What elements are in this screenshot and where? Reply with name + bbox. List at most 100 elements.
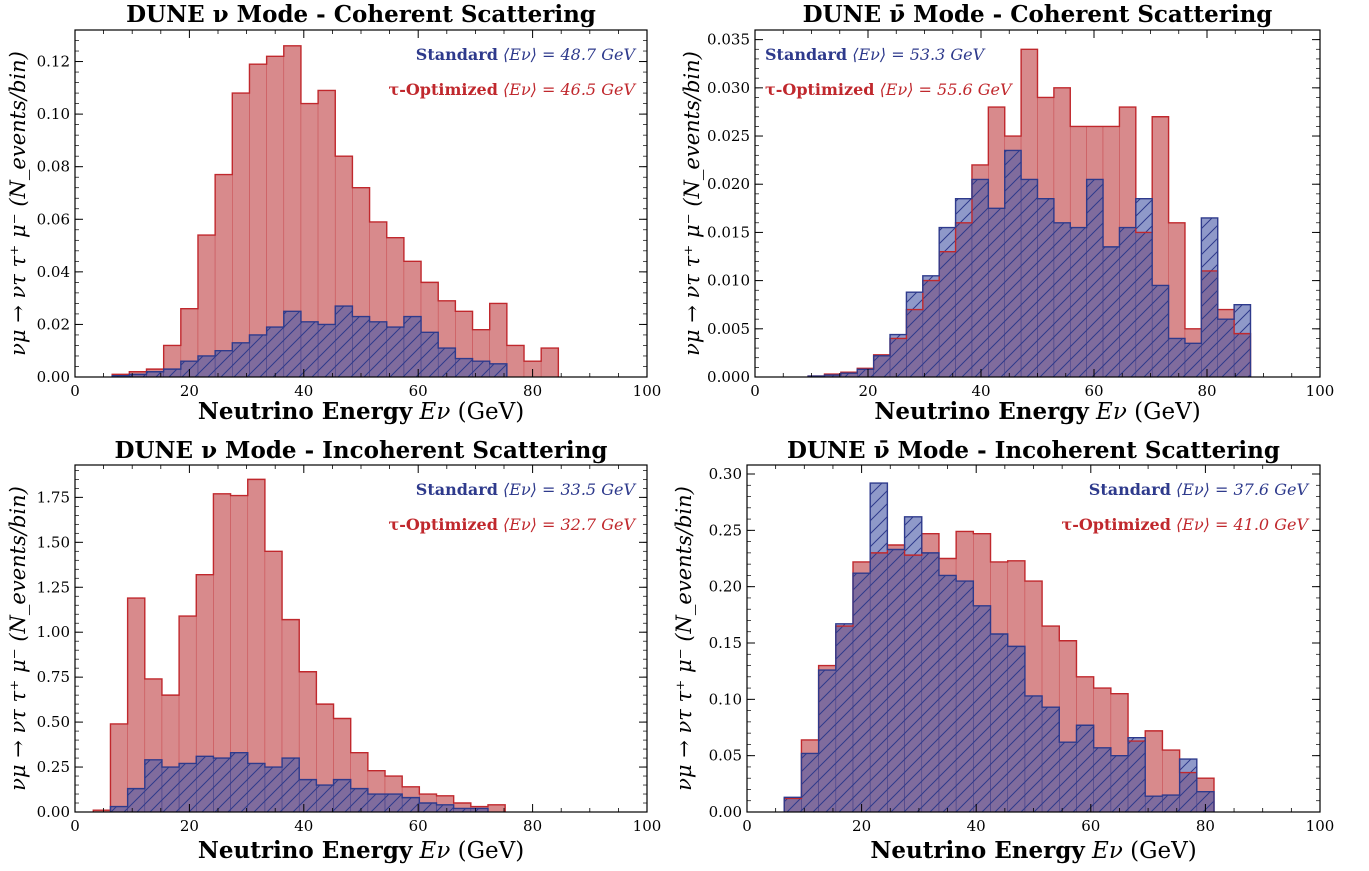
bar-standard-hatch <box>352 316 370 378</box>
x-tick-label: 60 <box>1084 382 1103 400</box>
chart-title: DUNE ν Mode - Incoherent Scattering <box>115 437 608 464</box>
y-tick-label: 0.30 <box>709 465 742 483</box>
y-tick-label: 0.15 <box>709 634 742 652</box>
bar-optimized <box>487 804 506 813</box>
bar-standard-hatch <box>127 788 146 813</box>
bar-standard-hatch <box>1151 285 1169 378</box>
bar-standard-hatch <box>1093 747 1112 813</box>
legend-optimized: τ-Optimized ⟨Eν⟩ = 46.5 GeV <box>388 80 636 99</box>
legend-standard-name: Standard <box>416 45 498 64</box>
bar-standard-hatch <box>988 208 1005 378</box>
bar-standard-hatch <box>818 669 837 813</box>
x-tick-label: 40 <box>294 817 313 835</box>
chart-panel-1: 0 20 40 60 80 100 0.00 0.02 0.04 0.06 0.08 0.10 0.12… <box>6 1 661 425</box>
legend-standard: Standard ⟨Eν⟩ = 48.7 GeV <box>416 45 637 64</box>
bar-standard-hatch <box>955 580 974 813</box>
step-outline-optimized <box>111 45 560 377</box>
x-tick-label: 60 <box>409 382 428 400</box>
y-axis-label: νμ → ντ τ⁺ μ⁻ (N_events/bin) <box>6 51 30 356</box>
step-outline-standard <box>109 751 489 812</box>
bar-standard-hatch <box>437 347 456 378</box>
y-tick-label: 0.00 <box>709 803 742 821</box>
legend-optimized-name: τ-Optimized <box>765 80 874 99</box>
legend-standard-name: Standard <box>1089 480 1171 499</box>
bar-standard-hatch <box>403 316 422 378</box>
legend-standard-mean: ⟨Eν⟩ = 37.6 GeV <box>1176 480 1309 499</box>
x-tick-label: 40 <box>294 382 313 400</box>
x-tick-label: 0 <box>750 382 760 400</box>
legend-standard-name: Standard <box>765 45 847 64</box>
chart-title: DUNE ν Mode - Coherent Scattering <box>126 1 596 28</box>
bar-standard-hatch <box>420 332 439 378</box>
bar-standard-hatch <box>990 633 1008 813</box>
chart-panel-2: 0 20 40 60 80 100 0.000 0.005 0.010 0.015 0.020 0.0… <box>680 1 1334 425</box>
legend-optimized-name: τ-Optimized <box>388 80 497 99</box>
x-tick-label: 40 <box>971 382 990 400</box>
bar-standard-hatch <box>1024 695 1043 813</box>
legend-optimized: τ-Optimized ⟨Eν⟩ = 55.6 GeV <box>765 80 1013 99</box>
bar-standard-hatch <box>1184 343 1202 378</box>
bar-standard-hatch <box>178 763 197 813</box>
bar-standard-hatch <box>230 752 248 813</box>
y-tick-label: 0.035 <box>707 31 750 49</box>
x-axis-label-name: Neutrino Energy <box>870 837 1085 864</box>
y-tick-label: 0.030 <box>707 79 750 97</box>
x-axis-label: Neutrino Energy Eν (GeV) <box>874 398 1200 425</box>
bar-standard-hatch <box>1086 179 1104 378</box>
legend-standard: Standard ⟨Eν⟩ = 37.6 GeV <box>1089 480 1310 499</box>
bar-standard-hatch <box>298 779 317 813</box>
bar-standard-hatch <box>163 368 182 378</box>
bar-standard-hatch <box>455 358 473 378</box>
y-tick-label: 1.75 <box>37 488 70 506</box>
x-tick-label: 20 <box>180 382 199 400</box>
bar-standard-hatch <box>1053 222 1071 378</box>
bar-standard-hatch <box>369 321 387 378</box>
x-axis-label: Neutrino Energy Eν (GeV) <box>870 837 1196 864</box>
y-tick-label: 0.05 <box>709 747 742 765</box>
y-tick-label: 0.025 <box>707 127 750 145</box>
y-tick-label: 0.020 <box>707 175 750 193</box>
x-axis-label-name: Neutrino Energy <box>874 398 1089 425</box>
bar-standard-hatch <box>333 779 351 813</box>
bar-standard-hatch <box>904 516 923 813</box>
bar-optimized <box>214 174 233 378</box>
bar-standard-hatch <box>1217 318 1235 378</box>
y-tick-label: 1.25 <box>37 578 70 596</box>
y-tick-label: 0.02 <box>37 315 70 333</box>
x-tick-label: 100 <box>633 382 662 400</box>
bar-standard-hatch <box>161 766 180 813</box>
chart-title: DUNE ν̄ Mode - Incoherent Scattering <box>787 437 1280 464</box>
y-tick-label: 1.00 <box>37 623 70 641</box>
y-tick-label: 0.25 <box>37 758 70 776</box>
bar-standard-hatch <box>213 757 231 813</box>
bar-optimized <box>540 347 559 378</box>
y-axis-label: νμ → ντ τ⁺ μ⁻ (N_events/bin) <box>672 486 696 791</box>
bar-optimized <box>247 479 266 813</box>
y-tick-label: 0.00 <box>37 368 70 386</box>
legend-standard-mean: ⟨Eν⟩ = 33.5 GeV <box>503 480 636 499</box>
bar-standard-hatch <box>419 802 437 813</box>
y-tick-label: 0.00 <box>37 803 70 821</box>
x-axis-label-unit: (GeV) <box>1134 399 1201 425</box>
bar-standard-hatch <box>264 766 283 813</box>
x-axis-label-variable: Eν <box>419 838 451 864</box>
legend-optimized: τ-Optimized ⟨Eν⟩ = 32.7 GeV <box>388 515 636 534</box>
y-tick-label: 0.04 <box>37 263 70 281</box>
bar-standard-hatch <box>921 552 940 813</box>
y-tick-label: 0.015 <box>707 223 750 241</box>
bar-standard-hatch <box>350 788 369 813</box>
bar-standard-hatch <box>835 623 854 813</box>
x-tick-label: 100 <box>1306 817 1335 835</box>
legend-optimized-mean: ⟨Eν⟩ = 55.6 GeV <box>880 80 1013 99</box>
x-tick-label: 60 <box>409 817 428 835</box>
bar-standard-hatch <box>971 179 989 378</box>
bar-standard-hatch <box>316 784 334 813</box>
legend-standard-name: Standard <box>416 480 498 499</box>
bar-optimized <box>249 63 267 378</box>
y-tick-label: 1.50 <box>37 533 70 551</box>
legend-standard: Standard ⟨Eν⟩ = 33.5 GeV <box>416 480 637 499</box>
bar-standard-hatch <box>281 757 300 813</box>
x-tick-label: 40 <box>967 817 986 835</box>
chart-title: DUNE ν̄ Mode - Coherent Scattering <box>803 1 1273 28</box>
